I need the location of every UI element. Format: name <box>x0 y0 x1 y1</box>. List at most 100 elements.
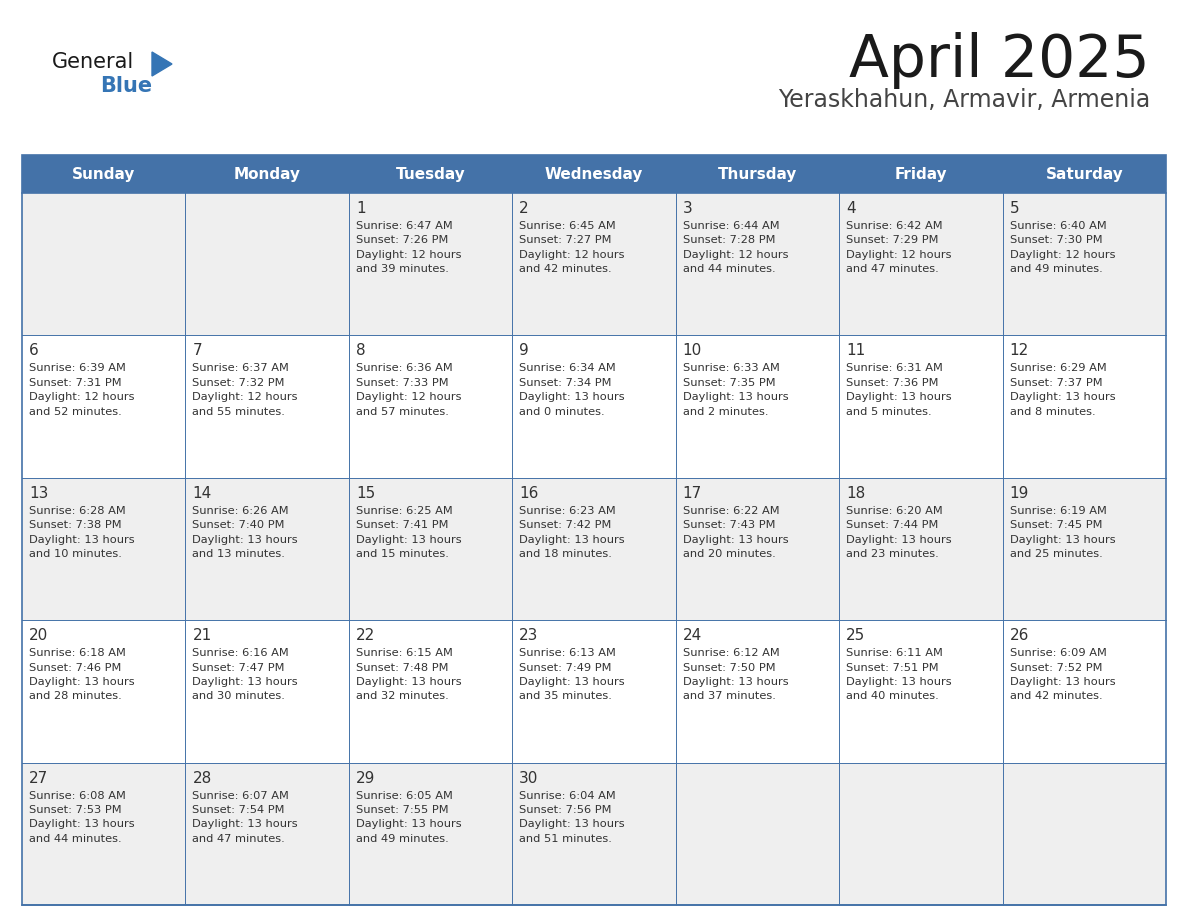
Text: Friday: Friday <box>895 166 947 182</box>
Bar <box>676 193 839 335</box>
Text: Sunrise: 6:25 AM
Sunset: 7:41 PM
Daylight: 13 hours
and 15 minutes.: Sunrise: 6:25 AM Sunset: 7:41 PM Dayligh… <box>356 506 461 559</box>
Bar <box>349 155 512 193</box>
Bar <box>676 763 839 905</box>
Text: Sunrise: 6:42 AM
Sunset: 7:29 PM
Daylight: 12 hours
and 47 minutes.: Sunrise: 6:42 AM Sunset: 7:29 PM Dayligh… <box>846 221 952 274</box>
Bar <box>676 621 839 763</box>
Text: 2: 2 <box>519 201 529 216</box>
Text: Saturday: Saturday <box>1045 166 1123 182</box>
Bar <box>349 621 512 763</box>
Text: 20: 20 <box>29 628 49 644</box>
Text: April 2025: April 2025 <box>849 32 1150 89</box>
Text: Sunrise: 6:22 AM
Sunset: 7:43 PM
Daylight: 13 hours
and 20 minutes.: Sunrise: 6:22 AM Sunset: 7:43 PM Dayligh… <box>683 506 789 559</box>
Text: Sunrise: 6:28 AM
Sunset: 7:38 PM
Daylight: 13 hours
and 10 minutes.: Sunrise: 6:28 AM Sunset: 7:38 PM Dayligh… <box>29 506 134 559</box>
Text: Sunday: Sunday <box>72 166 135 182</box>
Text: Sunrise: 6:23 AM
Sunset: 7:42 PM
Daylight: 13 hours
and 18 minutes.: Sunrise: 6:23 AM Sunset: 7:42 PM Dayligh… <box>519 506 625 559</box>
Text: Sunrise: 6:09 AM
Sunset: 7:52 PM
Daylight: 13 hours
and 42 minutes.: Sunrise: 6:09 AM Sunset: 7:52 PM Dayligh… <box>1010 648 1116 701</box>
Text: 26: 26 <box>1010 628 1029 644</box>
Bar <box>1003 193 1165 335</box>
Text: Sunrise: 6:07 AM
Sunset: 7:54 PM
Daylight: 13 hours
and 47 minutes.: Sunrise: 6:07 AM Sunset: 7:54 PM Dayligh… <box>192 790 298 844</box>
Bar <box>512 155 676 193</box>
Text: Sunrise: 6:26 AM
Sunset: 7:40 PM
Daylight: 13 hours
and 13 minutes.: Sunrise: 6:26 AM Sunset: 7:40 PM Dayligh… <box>192 506 298 559</box>
Bar <box>512 193 676 335</box>
Text: 14: 14 <box>192 486 211 501</box>
Bar <box>512 477 676 621</box>
Bar <box>512 335 676 477</box>
Bar <box>185 335 349 477</box>
Bar <box>185 763 349 905</box>
Bar <box>512 621 676 763</box>
Text: Sunrise: 6:33 AM
Sunset: 7:35 PM
Daylight: 13 hours
and 2 minutes.: Sunrise: 6:33 AM Sunset: 7:35 PM Dayligh… <box>683 364 789 417</box>
Bar <box>1003 763 1165 905</box>
Text: Yeraskhahun, Armavir, Armenia: Yeraskhahun, Armavir, Armenia <box>778 88 1150 112</box>
Text: Sunrise: 6:04 AM
Sunset: 7:56 PM
Daylight: 13 hours
and 51 minutes.: Sunrise: 6:04 AM Sunset: 7:56 PM Dayligh… <box>519 790 625 844</box>
Text: Sunrise: 6:15 AM
Sunset: 7:48 PM
Daylight: 13 hours
and 32 minutes.: Sunrise: 6:15 AM Sunset: 7:48 PM Dayligh… <box>356 648 461 701</box>
Text: Thursday: Thursday <box>718 166 797 182</box>
Text: 11: 11 <box>846 343 865 358</box>
Bar <box>1003 621 1165 763</box>
Bar <box>1003 477 1165 621</box>
Bar <box>23 335 185 477</box>
Text: Sunrise: 6:39 AM
Sunset: 7:31 PM
Daylight: 12 hours
and 52 minutes.: Sunrise: 6:39 AM Sunset: 7:31 PM Dayligh… <box>29 364 134 417</box>
Text: 7: 7 <box>192 343 202 358</box>
Bar <box>349 763 512 905</box>
Text: 23: 23 <box>519 628 538 644</box>
Bar <box>1003 335 1165 477</box>
Text: Sunrise: 6:40 AM
Sunset: 7:30 PM
Daylight: 12 hours
and 49 minutes.: Sunrise: 6:40 AM Sunset: 7:30 PM Dayligh… <box>1010 221 1116 274</box>
Text: 24: 24 <box>683 628 702 644</box>
Text: 4: 4 <box>846 201 855 216</box>
Text: 13: 13 <box>29 486 49 501</box>
Bar <box>676 335 839 477</box>
Text: Sunrise: 6:34 AM
Sunset: 7:34 PM
Daylight: 13 hours
and 0 minutes.: Sunrise: 6:34 AM Sunset: 7:34 PM Dayligh… <box>519 364 625 417</box>
Bar <box>185 621 349 763</box>
Bar <box>23 155 185 193</box>
Text: Sunrise: 6:31 AM
Sunset: 7:36 PM
Daylight: 13 hours
and 5 minutes.: Sunrise: 6:31 AM Sunset: 7:36 PM Dayligh… <box>846 364 952 417</box>
Text: 28: 28 <box>192 770 211 786</box>
Bar <box>349 477 512 621</box>
Bar <box>23 477 185 621</box>
Text: Sunrise: 6:47 AM
Sunset: 7:26 PM
Daylight: 12 hours
and 39 minutes.: Sunrise: 6:47 AM Sunset: 7:26 PM Dayligh… <box>356 221 461 274</box>
Text: Sunrise: 6:19 AM
Sunset: 7:45 PM
Daylight: 13 hours
and 25 minutes.: Sunrise: 6:19 AM Sunset: 7:45 PM Dayligh… <box>1010 506 1116 559</box>
Text: Tuesday: Tuesday <box>396 166 466 182</box>
Bar <box>512 763 676 905</box>
Bar <box>676 477 839 621</box>
Text: 25: 25 <box>846 628 865 644</box>
Bar <box>839 193 1003 335</box>
Polygon shape <box>152 52 172 76</box>
Text: Sunrise: 6:44 AM
Sunset: 7:28 PM
Daylight: 12 hours
and 44 minutes.: Sunrise: 6:44 AM Sunset: 7:28 PM Dayligh… <box>683 221 788 274</box>
Text: 8: 8 <box>356 343 366 358</box>
Text: Sunrise: 6:29 AM
Sunset: 7:37 PM
Daylight: 13 hours
and 8 minutes.: Sunrise: 6:29 AM Sunset: 7:37 PM Dayligh… <box>1010 364 1116 417</box>
Text: Sunrise: 6:18 AM
Sunset: 7:46 PM
Daylight: 13 hours
and 28 minutes.: Sunrise: 6:18 AM Sunset: 7:46 PM Dayligh… <box>29 648 134 701</box>
Bar <box>349 335 512 477</box>
Text: Sunrise: 6:05 AM
Sunset: 7:55 PM
Daylight: 13 hours
and 49 minutes.: Sunrise: 6:05 AM Sunset: 7:55 PM Dayligh… <box>356 790 461 844</box>
Text: Sunrise: 6:16 AM
Sunset: 7:47 PM
Daylight: 13 hours
and 30 minutes.: Sunrise: 6:16 AM Sunset: 7:47 PM Dayligh… <box>192 648 298 701</box>
Bar <box>676 155 839 193</box>
Text: 18: 18 <box>846 486 865 501</box>
Text: 22: 22 <box>356 628 375 644</box>
Bar <box>23 193 185 335</box>
Bar <box>23 763 185 905</box>
Text: 19: 19 <box>1010 486 1029 501</box>
Text: 21: 21 <box>192 628 211 644</box>
Text: Sunrise: 6:13 AM
Sunset: 7:49 PM
Daylight: 13 hours
and 35 minutes.: Sunrise: 6:13 AM Sunset: 7:49 PM Dayligh… <box>519 648 625 701</box>
Text: Sunrise: 6:08 AM
Sunset: 7:53 PM
Daylight: 13 hours
and 44 minutes.: Sunrise: 6:08 AM Sunset: 7:53 PM Dayligh… <box>29 790 134 844</box>
Bar <box>185 155 349 193</box>
Bar <box>185 477 349 621</box>
Text: 29: 29 <box>356 770 375 786</box>
Bar <box>839 335 1003 477</box>
Bar <box>1003 155 1165 193</box>
Text: Sunrise: 6:11 AM
Sunset: 7:51 PM
Daylight: 13 hours
and 40 minutes.: Sunrise: 6:11 AM Sunset: 7:51 PM Dayligh… <box>846 648 952 701</box>
Bar <box>839 477 1003 621</box>
Bar <box>839 621 1003 763</box>
Text: Sunrise: 6:36 AM
Sunset: 7:33 PM
Daylight: 12 hours
and 57 minutes.: Sunrise: 6:36 AM Sunset: 7:33 PM Dayligh… <box>356 364 461 417</box>
Text: Sunrise: 6:37 AM
Sunset: 7:32 PM
Daylight: 12 hours
and 55 minutes.: Sunrise: 6:37 AM Sunset: 7:32 PM Dayligh… <box>192 364 298 417</box>
Bar <box>185 193 349 335</box>
Text: 1: 1 <box>356 201 366 216</box>
Text: 6: 6 <box>29 343 39 358</box>
Text: 9: 9 <box>519 343 529 358</box>
Bar <box>839 763 1003 905</box>
Bar <box>349 193 512 335</box>
Text: Blue: Blue <box>100 76 152 96</box>
Text: 27: 27 <box>29 770 49 786</box>
Text: 10: 10 <box>683 343 702 358</box>
Text: Wednesday: Wednesday <box>545 166 643 182</box>
